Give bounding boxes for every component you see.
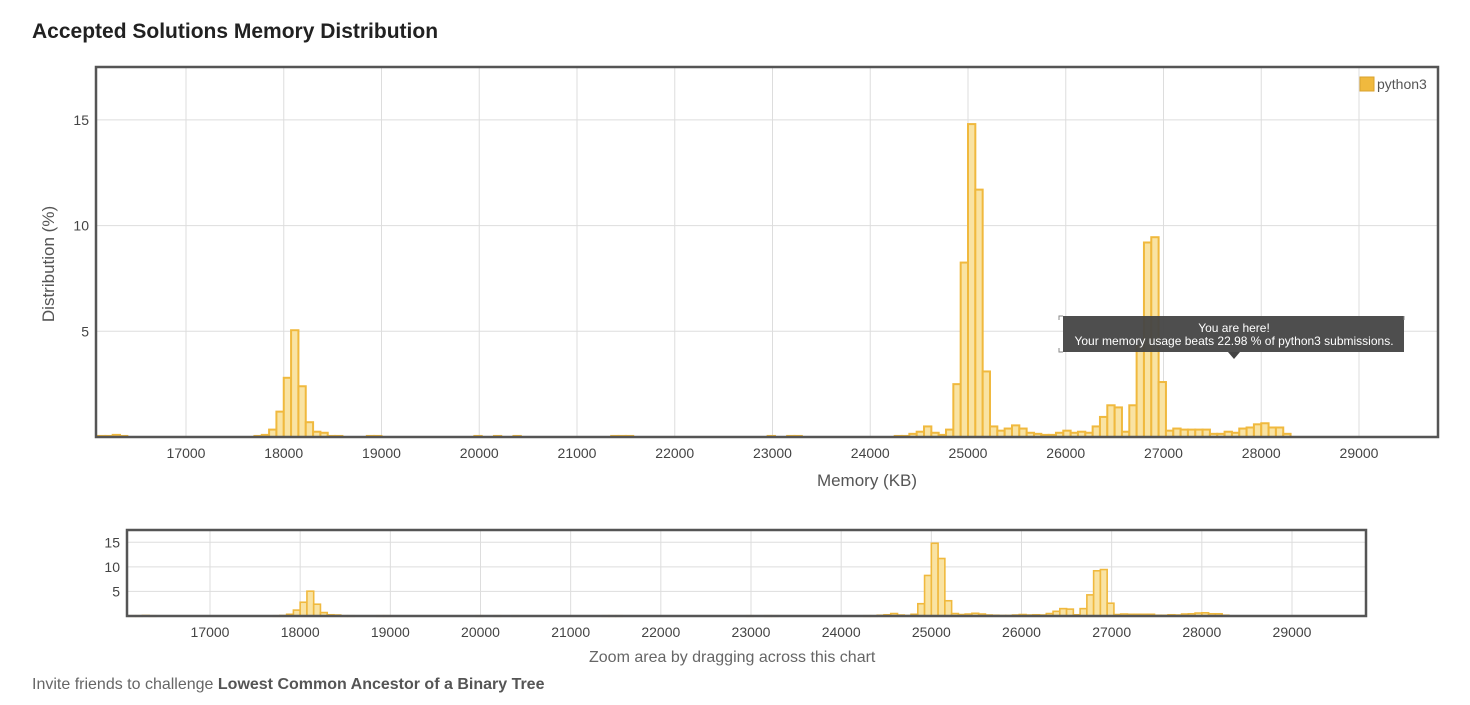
nav-x-tick-label: 19000: [371, 624, 410, 640]
nav-x-tick-label: 18000: [281, 624, 320, 640]
x-tick-label: 28000: [1242, 445, 1281, 461]
x-tick-label: 21000: [558, 445, 597, 461]
nav-x-tick-label: 27000: [1092, 624, 1131, 640]
nav-x-tick-label: 24000: [822, 624, 861, 640]
nav-x-tick-label: 23000: [732, 624, 771, 640]
tooltip-corner: [1058, 315, 1405, 353]
x-tick-label: 23000: [753, 445, 792, 461]
x-tick-label: 18000: [264, 445, 303, 461]
nav-distribution-bar: [306, 590, 315, 617]
nav-y-tick-label: 5: [112, 583, 120, 599]
x-tick-label: 25000: [949, 445, 988, 461]
zoom-hint: Zoom area by dragging across this chart: [589, 649, 876, 666]
nav-distribution-bar: [944, 599, 953, 617]
memory-distribution-chart[interactable]: 17000 18000 19000 20000 21000 22000 23000 24000…: [0, 0, 1470, 500]
page-title: Accepted Solutions Memory Distribution: [32, 20, 439, 43]
nav-distribution-bar: [930, 542, 939, 617]
legend-swatch: [1359, 76, 1375, 92]
nav-distribution-bar: [1086, 594, 1095, 617]
nav-x-tick-label: 20000: [461, 624, 500, 640]
x-tick-label: 20000: [460, 445, 499, 461]
x-tick-label: 29000: [1340, 445, 1379, 461]
nav-distribution-bar: [312, 603, 322, 617]
footer-problem-link[interactable]: Lowest Common Ancestor of a Binary Tree: [217, 676, 545, 693]
x-axis-label: Memory (KB): [817, 471, 917, 490]
y-tick-label: 10: [73, 218, 89, 234]
x-tick-label: 19000: [362, 445, 401, 461]
x-tick-label: 27000: [1144, 445, 1183, 461]
plot-frame: [94, 65, 1440, 439]
tooltip: You are here!Your memory usage beats 22.…: [1058, 315, 1405, 359]
footer-prefix: Invite friends to challenge: [32, 676, 218, 693]
nav-distribution-bar: [1106, 602, 1115, 617]
nav-y-tick-label: 10: [104, 559, 120, 575]
x-tick-label: 24000: [851, 445, 890, 461]
nav-x-tick-label: 17000: [191, 624, 230, 640]
y-axis-label: Distribution (%): [39, 206, 58, 322]
tooltip-line-2: Your memory usage beats 22.98 % of pytho…: [1074, 334, 1393, 348]
x-tick-label: 17000: [167, 445, 206, 461]
nav-x-tick-label: 26000: [1002, 624, 1041, 640]
nav-distribution-bar: [923, 574, 933, 617]
nav-x-tick-label: 22000: [641, 624, 680, 640]
y-tick-label: 5: [81, 323, 89, 339]
nav-x-tick-label: 21000: [551, 624, 590, 640]
tooltip-box: [1063, 316, 1404, 352]
legend-label: python3: [1377, 76, 1427, 92]
nav-x-tick-label: 25000: [912, 624, 951, 640]
nav-distribution-bar: [1099, 568, 1108, 617]
nav-distribution-bar: [299, 601, 308, 617]
nav-x-tick-label: 29000: [1273, 624, 1312, 640]
tooltip-pointer: [1228, 352, 1240, 359]
y-tick-label: 15: [73, 112, 89, 128]
nav-distribution-bar: [1092, 569, 1102, 617]
nav-distribution-bar: [937, 557, 946, 617]
x-tick-label: 26000: [1046, 445, 1085, 461]
nav-plot-frame: [125, 528, 1368, 618]
nav-distribution-bar: [917, 602, 926, 617]
x-tick-label: 22000: [655, 445, 694, 461]
tooltip-line-1: You are here!: [1198, 321, 1270, 335]
nav-y-tick-label: 15: [104, 534, 120, 550]
footer: Invite friends to challenge Lowest Commo…: [32, 676, 544, 694]
nav-x-tick-label: 28000: [1182, 624, 1221, 640]
